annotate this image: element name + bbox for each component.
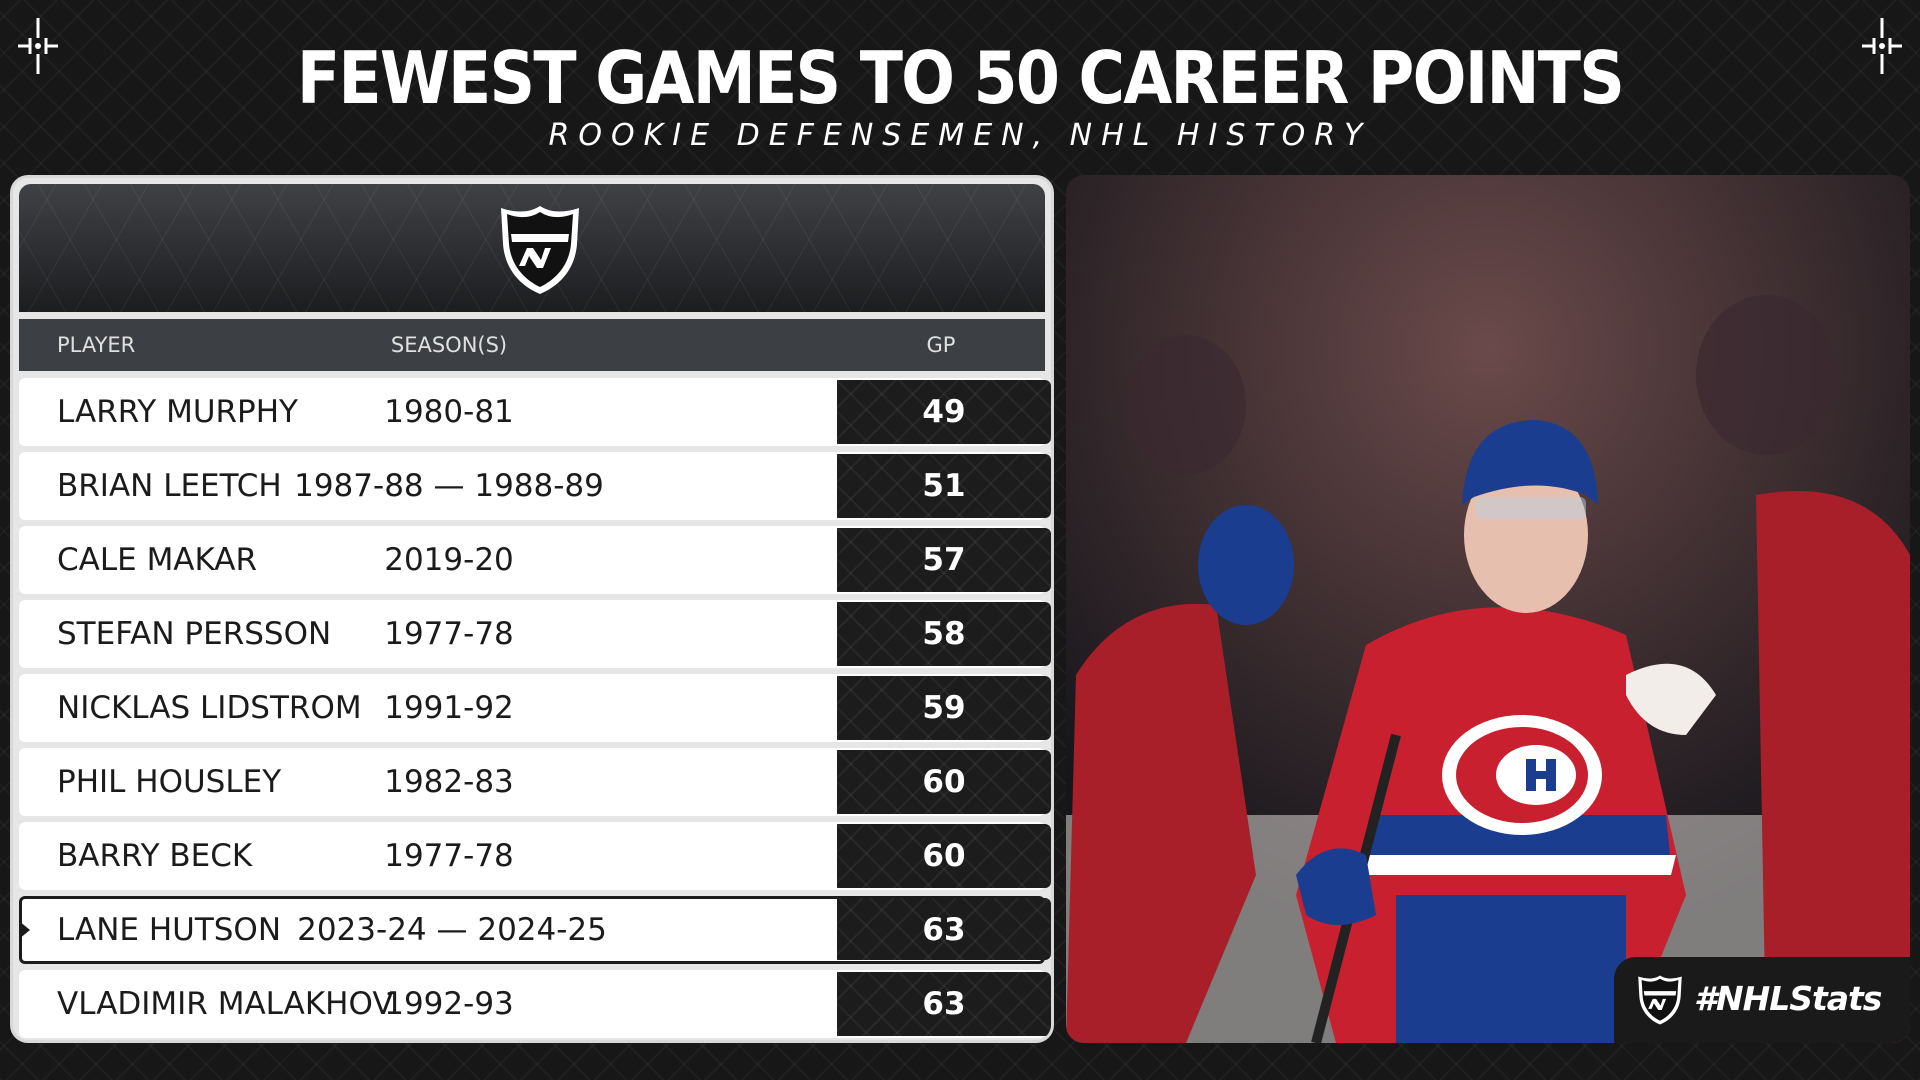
table-row: NICKLAS LIDSTROM 1991-92 59 (19, 674, 1051, 742)
player-season: 2019-20 (384, 542, 514, 578)
column-header-season: SEASON(S) (390, 333, 508, 357)
table-row-highlighted: LANE HUTSON 2023-24 — 2024-25 63 (19, 896, 1051, 964)
column-header-player: PLAYER (57, 333, 136, 357)
player-season: 1987-88 — 1988-89 (294, 468, 604, 504)
player-season: 1982-83 (384, 764, 514, 800)
table-row: PHIL HOUSLEY 1982-83 60 (19, 748, 1051, 816)
corner-crosshair-icon (1862, 18, 1902, 74)
page-title: FEWEST GAMES TO 50 CAREER POINTS (296, 36, 1625, 120)
player-name: PHIL HOUSLEY (57, 764, 282, 800)
corner-crosshair-icon (18, 18, 58, 74)
player-season: 1977-78 (384, 838, 514, 874)
player-gp: 49 (837, 380, 1051, 444)
page-subtitle: ROOKIE DEFENSEMEN, NHL HISTORY (548, 118, 1372, 153)
player-name: LANE HUTSON (57, 912, 282, 948)
stats-table-panel: PLAYER SEASON(S) GP LARRY MURPHY 1980-81… (10, 175, 1054, 1043)
player-gp: 63 (837, 898, 1051, 960)
table-row: CALE MAKAR 2019-20 57 (19, 526, 1051, 594)
player-name: BRIAN LEETCH (57, 468, 282, 504)
hashtag-label: #NHLStats (1694, 979, 1882, 1018)
player-gp: 60 (837, 750, 1051, 814)
table-row: BRIAN LEETCH 1987-88 — 1988-89 51 (19, 452, 1051, 520)
player-name: BARRY BECK (57, 838, 253, 874)
player-season: 1980-81 (384, 394, 514, 430)
column-header-gp: GP (926, 333, 956, 357)
player-gp: 57 (837, 528, 1051, 592)
player-gp: 59 (837, 676, 1051, 740)
nhl-shield-icon (1638, 975, 1682, 1025)
player-name: LARRY MURPHY (57, 394, 298, 430)
hashtag-badge: #NHLStats (1614, 957, 1910, 1043)
player-gp: 63 (837, 972, 1051, 1036)
player-season: 1991-92 (384, 690, 514, 726)
nhl-shield-icon (501, 206, 579, 294)
table-header-banner (19, 184, 1045, 312)
player-photo: #NHLStats (1066, 175, 1910, 1043)
player-name: VLADIMIR MALAKHOV (57, 986, 394, 1022)
player-season: 1977-78 (384, 616, 514, 652)
player-gp: 58 (837, 602, 1051, 666)
player-gp: 51 (837, 454, 1051, 518)
table-row: STEFAN PERSSON 1977-78 58 (19, 600, 1051, 668)
table-row: BARRY BECK 1977-78 60 (19, 822, 1051, 890)
column-header-row: PLAYER SEASON(S) GP (19, 319, 1045, 371)
hockey-player-illustration (1066, 175, 1910, 1043)
player-season: 1992-93 (384, 986, 514, 1022)
player-name: STEFAN PERSSON (57, 616, 332, 652)
player-name: CALE MAKAR (57, 542, 258, 578)
player-season: 2023-24 — 2024-25 (297, 912, 607, 948)
player-gp: 60 (837, 824, 1051, 888)
highlight-arrow-icon (19, 921, 30, 939)
table-row: LARRY MURPHY 1980-81 49 (19, 378, 1051, 446)
table-row: VLADIMIR MALAKHOV 1992-93 63 (19, 970, 1051, 1038)
player-name: NICKLAS LIDSTROM (57, 690, 362, 726)
